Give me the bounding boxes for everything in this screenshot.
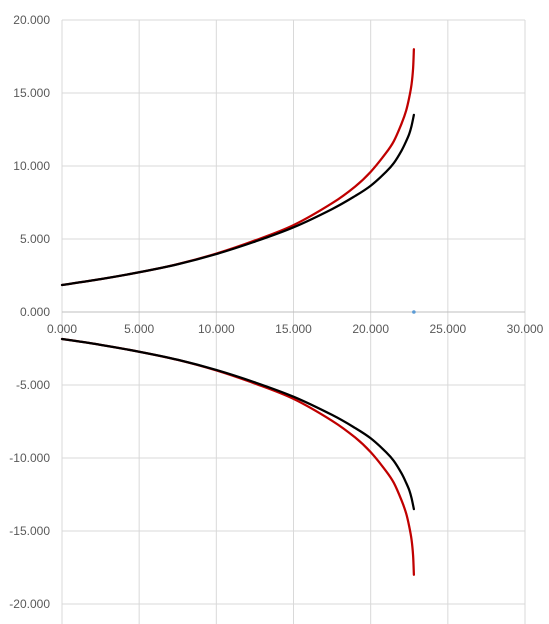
x-tick-label: 5.000 (124, 322, 154, 336)
y-tick-label: 5.000 (20, 232, 50, 246)
y-tick-label: 10.000 (13, 159, 50, 173)
x-tick-label: 30.000 (507, 322, 544, 336)
x-tick-label: 20.000 (352, 322, 389, 336)
series-line-2 (60, 113, 416, 287)
y-tick-label: -20.000 (9, 597, 50, 611)
y-tick-label: 20.000 (13, 13, 50, 27)
x-tick-label: 0.000 (47, 322, 77, 336)
y-tick-label: 15.000 (13, 86, 50, 100)
y-tick-labels: 20.000 15.000 10.000 5.000 0.000 -5.000 -10.00… (9, 13, 50, 611)
y-tick-label: -5.000 (16, 378, 50, 392)
x-tick-label: 25.000 (429, 322, 466, 336)
gridlines (61, 19, 526, 624)
series-line-4 (60, 337, 416, 511)
y-tick-label: -10.000 (9, 451, 50, 465)
x-tick-label: 10.000 (198, 322, 235, 336)
data-points (412, 310, 416, 314)
y-tick-label: -15.000 (9, 524, 50, 538)
data-point (412, 310, 416, 314)
series-lines (60, 48, 416, 576)
y-tick-label: 0.000 (20, 305, 50, 319)
x-tick-label: 15.000 (275, 322, 312, 336)
x-tick-labels: 0.000 5.000 10.000 15.000 20.000 25.000 30.000 (47, 322, 544, 336)
